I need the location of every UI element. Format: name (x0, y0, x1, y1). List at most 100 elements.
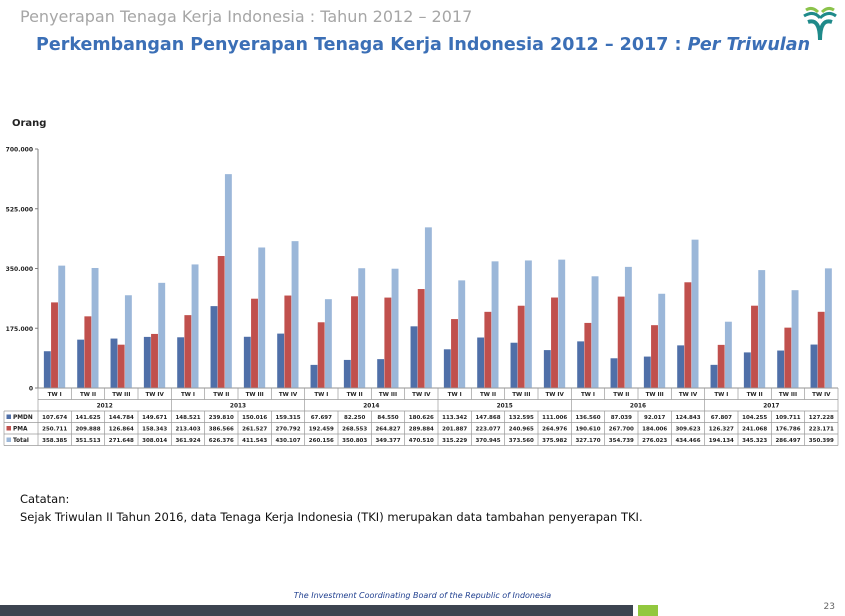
data-label: 386.566 (209, 427, 234, 433)
bar-pma (684, 282, 692, 388)
data-label: 327.170 (575, 438, 600, 444)
bar-pmdn (510, 342, 518, 388)
x-tick-label: TW III (246, 392, 264, 398)
x-tick-label: TW I (714, 392, 728, 398)
data-label: 626.376 (209, 438, 234, 444)
x-tick-label: TW IV (145, 392, 164, 398)
data-label: 411.543 (242, 438, 267, 444)
bar-pma (317, 322, 325, 388)
data-label: 132.595 (509, 415, 534, 421)
bar-total (358, 268, 366, 388)
data-label: 147.868 (475, 415, 500, 421)
bar-pma (484, 311, 492, 388)
bar-pmdn (743, 352, 751, 388)
legend-swatch-total (6, 437, 11, 442)
x-tick-label: TW III (646, 392, 664, 398)
bar-total (324, 299, 332, 388)
data-label: 375.982 (542, 438, 567, 444)
bar-total (791, 290, 799, 388)
legend-label-pmdn: PMDN (13, 415, 33, 421)
data-label: 159.315 (275, 415, 300, 421)
data-label: 350.803 (342, 438, 367, 444)
legend-swatch-pma (6, 426, 11, 431)
bar-pmdn (443, 349, 451, 388)
x-tick-label: TW I (48, 392, 62, 398)
title-italic: Per Triwulan (687, 35, 811, 55)
data-label: 354.739 (609, 438, 634, 444)
bar-pmdn (77, 339, 85, 388)
bar-pmdn (343, 359, 351, 388)
data-label: 351.513 (75, 438, 100, 444)
bar-pmdn (143, 336, 151, 388)
x-tick-label: TW III (112, 392, 130, 398)
bkpm-logo-icon (803, 6, 837, 41)
bar-pmdn (110, 338, 118, 388)
bar-pma (551, 297, 558, 388)
data-label: 309.623 (675, 427, 700, 433)
bar-total (58, 265, 66, 388)
year-label: 2017 (763, 404, 779, 410)
bar-pma (384, 297, 392, 388)
data-label: 67.807 (711, 415, 732, 421)
data-label: 289.884 (409, 427, 434, 433)
title-main: Perkembangan Penyerapan Tenaga Kerja Ind… (36, 35, 688, 55)
y-tick-label: 350.000 (6, 266, 33, 273)
data-label: 180.626 (409, 415, 434, 421)
bar-total (91, 267, 99, 388)
bar-pmdn (543, 350, 551, 388)
x-tick-label: TW I (581, 392, 595, 398)
data-label: 150.016 (242, 415, 267, 421)
data-label: 361.924 (175, 438, 200, 444)
bar-total (691, 239, 699, 388)
x-tick-label: TW IV (279, 392, 298, 398)
data-label: 176.786 (775, 427, 800, 433)
x-tick-label: TW IV (545, 392, 564, 398)
year-label: 2013 (230, 404, 246, 410)
bar-pma (51, 302, 58, 388)
x-tick-label: TW II (613, 392, 629, 398)
bar-total (291, 241, 299, 388)
bar-pma (84, 316, 92, 388)
data-label: 470.510 (409, 438, 434, 444)
data-label: 373.560 (509, 438, 534, 444)
footer-accent (638, 605, 658, 616)
bar-pmdn (710, 364, 718, 388)
bar-pma (117, 344, 125, 388)
bar-pmdn (577, 341, 585, 388)
data-label: 358.385 (42, 438, 67, 444)
bar-total (424, 227, 432, 388)
year-label: 2016 (630, 404, 646, 410)
x-tick-label: TW IV (812, 392, 831, 398)
bar-pmdn (210, 306, 218, 388)
bar-pma (351, 296, 358, 388)
bar-pma (217, 256, 225, 388)
bar-pma (651, 325, 658, 388)
data-label: 240.965 (509, 427, 534, 433)
bar-pmdn (643, 356, 651, 388)
bar-total (391, 268, 399, 388)
bar-total (158, 282, 166, 388)
notes-heading: Catatan: (20, 492, 70, 506)
bar-pmdn (410, 326, 418, 388)
data-label: 67.697 (311, 415, 332, 421)
bar-total (458, 280, 466, 388)
data-label: 264.827 (375, 427, 400, 433)
bar-pma (151, 333, 158, 388)
data-label: 84.550 (377, 415, 398, 421)
data-label: 104.255 (742, 415, 767, 421)
data-label: 107.674 (42, 415, 67, 421)
bar-total (491, 261, 499, 388)
page-number: 23 (823, 602, 835, 612)
data-label: 239.810 (209, 415, 234, 421)
section-header: Penyerapan Tenaga Kerja Indonesia : Tahu… (20, 7, 473, 26)
data-label: 201.887 (442, 427, 467, 433)
data-label: 136.560 (575, 415, 600, 421)
data-label: 184.006 (642, 427, 667, 433)
x-tick-label: TW IV (679, 392, 698, 398)
data-label: 308.014 (142, 438, 167, 444)
bar-pmdn (310, 364, 318, 388)
bar-pmdn (810, 344, 818, 388)
bar-pma (184, 315, 192, 388)
data-label: 271.648 (109, 438, 134, 444)
data-label: 267.700 (609, 427, 634, 433)
